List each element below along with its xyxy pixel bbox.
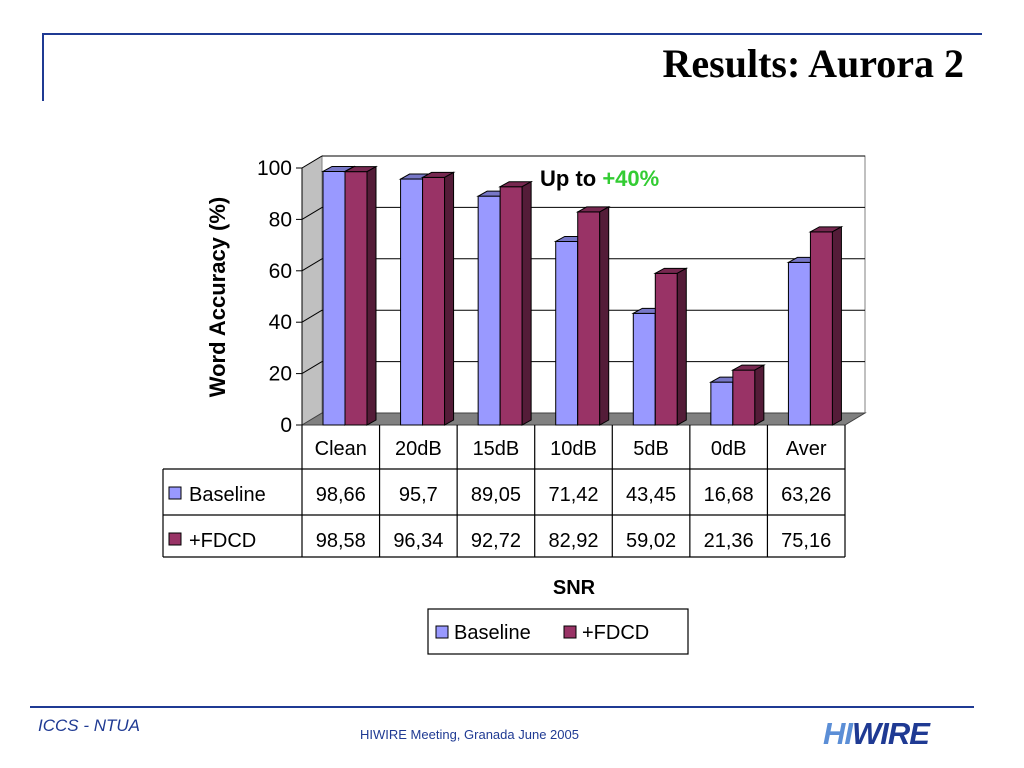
bar-front <box>632 312 656 426</box>
bar-front <box>400 178 424 426</box>
logo-rest: WIRE <box>852 716 930 751</box>
gridline-side <box>301 309 323 323</box>
x-tick-label: 10dB <box>550 438 597 460</box>
gridline-side <box>301 361 323 375</box>
bar <box>343 165 378 426</box>
hiwire-logo: HIWIRE <box>823 716 930 752</box>
x-axis-title: SNR <box>553 577 596 599</box>
y-tick-label: 100 <box>257 157 292 180</box>
y-tick-label: 60 <box>269 260 292 283</box>
legend-box <box>427 608 689 655</box>
bar <box>575 206 611 426</box>
data-label: 82,92 <box>548 530 598 552</box>
y-tick-label: 80 <box>269 208 292 231</box>
data-label: 96,34 <box>393 530 443 552</box>
y-tick-label: 40 <box>269 311 292 334</box>
bar-front <box>555 240 579 426</box>
gridline-side <box>301 155 323 169</box>
bar-front <box>322 170 346 426</box>
bar-side <box>676 267 687 426</box>
bar-front <box>344 171 368 426</box>
bar <box>730 364 766 426</box>
data-label: 21,36 <box>704 530 754 552</box>
bar-front <box>577 211 601 426</box>
annotation-highlight: +40% <box>602 166 659 191</box>
y-tick-label: 0 <box>280 414 292 437</box>
bar <box>653 267 689 426</box>
y-tick-label: 20 <box>269 363 292 386</box>
data-label: 63,26 <box>781 484 831 506</box>
chart-side-wall <box>301 155 323 426</box>
bar-front <box>654 272 678 426</box>
bar-front <box>809 231 833 426</box>
bar-front <box>732 369 756 426</box>
bar-front <box>422 176 446 426</box>
x-tick-label: 0dB <box>711 438 747 460</box>
title-frame-top <box>42 33 982 35</box>
bar-front <box>787 261 811 426</box>
data-label: 98,58 <box>316 530 366 552</box>
data-label: 16,68 <box>704 484 754 506</box>
x-tick-label: Aver <box>786 438 827 460</box>
data-label: 71,42 <box>548 484 598 506</box>
data-label: 43,45 <box>626 484 676 506</box>
bar <box>420 171 456 426</box>
footer-organization: ICCS - NTUA <box>38 716 140 735</box>
bar <box>808 225 844 426</box>
legend-swatch <box>435 625 449 639</box>
bar-front <box>499 186 523 426</box>
gridline-side <box>301 206 323 220</box>
bar-side <box>366 165 377 426</box>
gridline-side <box>301 258 323 272</box>
data-label: 59,02 <box>626 530 676 552</box>
bar-side <box>831 225 842 426</box>
slide-title: Results: Aurora 2 <box>662 41 964 86</box>
data-label: 98,66 <box>316 484 366 506</box>
footer-meeting: HIWIRE Meeting, Granada June 2005 <box>360 727 579 742</box>
table-legend-swatch <box>168 486 182 500</box>
bar-front <box>710 381 734 426</box>
table-series-name: +FDCD <box>189 530 256 552</box>
bar <box>498 180 534 426</box>
bar-side <box>521 180 532 426</box>
x-tick-label: 15dB <box>473 438 520 460</box>
data-label: 95,7 <box>399 484 438 506</box>
table-series-name: Baseline <box>189 484 266 506</box>
annotation-prefix: Up to <box>540 166 602 191</box>
data-label: 75,16 <box>781 530 831 552</box>
annotation-text: Up to +40% <box>540 166 659 191</box>
bar-side <box>599 206 610 426</box>
x-tick-label: 5dB <box>633 438 669 460</box>
legend-swatch <box>563 625 577 639</box>
y-axis-title: Word Accuracy (%) <box>205 197 230 398</box>
legend-label: +FDCD <box>582 622 649 644</box>
title-frame-left <box>42 33 44 101</box>
logo-hi: HI <box>823 716 853 751</box>
footer-divider <box>30 706 974 708</box>
bar-front <box>477 195 501 426</box>
legend-label: Baseline <box>454 622 531 644</box>
bar-side <box>754 364 765 426</box>
x-tick-label: 20dB <box>395 438 442 460</box>
data-label: 92,72 <box>471 530 521 552</box>
table-legend-swatch <box>168 532 182 546</box>
chart: 0 20 40 60 80 100 Up to +40% Word Accuracy (%) C… <box>162 155 867 655</box>
bar-side <box>444 171 455 426</box>
x-tick-label: Clean <box>315 438 367 460</box>
data-label: 89,05 <box>471 484 521 506</box>
